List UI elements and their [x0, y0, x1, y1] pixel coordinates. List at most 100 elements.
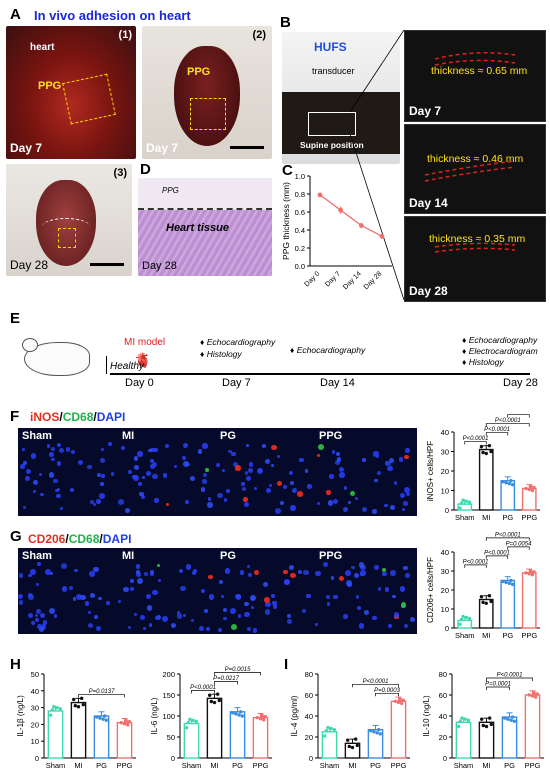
- p-value-label: P<0.0001: [495, 418, 521, 424]
- thickness-label: thickness ≈ 0.46 mm: [427, 153, 524, 165]
- nucleus-dot: [372, 616, 377, 621]
- nucleus-dot: [124, 508, 130, 514]
- data-point: [532, 691, 536, 695]
- y-tick-label: 100: [162, 712, 175, 721]
- data-point: [52, 705, 56, 709]
- data-point: [461, 614, 465, 619]
- fluor-image-g-sham: Sham: [18, 548, 118, 634]
- nucleus-dot: [49, 571, 53, 575]
- data-point: [126, 723, 130, 727]
- y-tick-label: 0: [35, 754, 39, 763]
- timeline-axis: [110, 373, 530, 375]
- x-tick-label: PPG: [525, 761, 541, 770]
- nucleus-dot: [101, 474, 105, 478]
- nucleus-dot: [222, 469, 226, 473]
- data-point: [466, 718, 470, 722]
- data-point: [511, 715, 515, 719]
- ppg-outline: [62, 73, 116, 125]
- data-point: [535, 692, 539, 696]
- data-point: [509, 479, 513, 483]
- nucleus-dot: [87, 464, 92, 470]
- nucleus-dot: [325, 595, 330, 600]
- nucleus-dot: [18, 593, 24, 599]
- data-point: [527, 487, 531, 492]
- nucleus-dot: [375, 454, 379, 458]
- x-tick-label: MI: [74, 761, 82, 770]
- data-point: [506, 717, 510, 721]
- x-tick-label: PG: [370, 761, 381, 770]
- nucleus-dot: [280, 500, 285, 505]
- data-point: [463, 717, 467, 721]
- nucleus-dot: [291, 487, 298, 493]
- nucleus-dot: [139, 491, 144, 497]
- x-tick-label: PG: [502, 631, 513, 640]
- significance-bracket: [464, 441, 487, 445]
- x-tick-label: MI: [210, 761, 218, 770]
- nucleus-dot: [132, 474, 137, 480]
- nucleus-dot: [32, 480, 38, 486]
- bar: [47, 710, 64, 759]
- data-point: [509, 578, 513, 583]
- ppg-trace: [434, 242, 516, 253]
- y-tick-label: 10: [441, 487, 449, 496]
- nucleus-dot: [80, 594, 86, 601]
- nucleus-dot: [277, 481, 283, 487]
- data-point: [119, 721, 124, 725]
- nucleus-dot: [272, 600, 277, 606]
- nucleus-dot: [362, 506, 368, 512]
- nucleus-dot: [69, 487, 74, 492]
- y-axis-label: CD206+ cells/HPF: [426, 557, 435, 623]
- data-point: [530, 488, 535, 493]
- nucleus-dot: [127, 625, 132, 630]
- p-value-label: P<0.0001: [484, 427, 510, 433]
- chart-il4: 0 20 40 60 80 IL-4 (pg/ml) Sham MI PG PPG P=0.0003…: [290, 670, 410, 770]
- nucleus-dot: [252, 627, 258, 633]
- nucleus-dot: [201, 589, 206, 594]
- nucleus-dot: [373, 564, 379, 571]
- nucleus-dot: [239, 570, 245, 575]
- data-point: [255, 715, 259, 720]
- data-point: [258, 717, 263, 721]
- y-tick-label: 60: [305, 691, 313, 700]
- y-tick-label: 0: [171, 754, 175, 763]
- series-line: [319, 194, 383, 237]
- nucleus-dot: [262, 582, 268, 588]
- data-point: [503, 716, 507, 720]
- nucleus-dot: [185, 499, 190, 505]
- nucleus-dot: [329, 474, 334, 479]
- nucleus-dot: [40, 492, 45, 497]
- data-point: [481, 450, 485, 455]
- nucleus-dot: [403, 501, 408, 506]
- y-tick-label: 50: [31, 670, 39, 679]
- nucleus-dot: [25, 475, 31, 481]
- nucleus-dot: [78, 460, 84, 466]
- nucleus-dot: [133, 455, 139, 461]
- timeline-day0: Day 0: [125, 377, 154, 389]
- data-point: [464, 615, 469, 620]
- data-point: [534, 695, 538, 699]
- nucleus-dot: [206, 502, 213, 508]
- data-point: [529, 484, 533, 489]
- nucleus-dot: [95, 625, 102, 632]
- nucleus-dot: [149, 572, 154, 577]
- photo-excised-heart-day7: (2) PPG Day 7: [142, 26, 272, 159]
- data-point: [378, 732, 382, 736]
- nucleus-dot: [245, 443, 249, 447]
- nucleus-dot: [140, 615, 146, 621]
- day-label: Day 7: [409, 104, 442, 118]
- nucleus-dot: [36, 623, 43, 630]
- ultrasound-image-day28: thickness ≈ 0.35 mm Day 28: [404, 216, 546, 302]
- data-point: [240, 714, 244, 718]
- nucleus-dot: [244, 601, 249, 607]
- nucleus-dot: [148, 623, 152, 627]
- data-point: [231, 711, 235, 715]
- group-label: PG: [220, 550, 236, 562]
- ultrasound-image-day7: thickness ≈ 0.65 mm Day 7: [404, 30, 546, 122]
- nucleus-dot: [53, 478, 58, 484]
- nucleus-dot: [19, 600, 24, 605]
- nucleus-dot: [345, 580, 352, 587]
- fluor-image-f-mi: MI: [118, 428, 216, 516]
- nucleus-dot: [205, 467, 209, 472]
- chart-il1b: 0 10 20 30 40 50 IL-1β (ng/L) Sham MI PG PPG P=0.01…: [16, 670, 136, 770]
- nucleus-dot: [351, 565, 355, 570]
